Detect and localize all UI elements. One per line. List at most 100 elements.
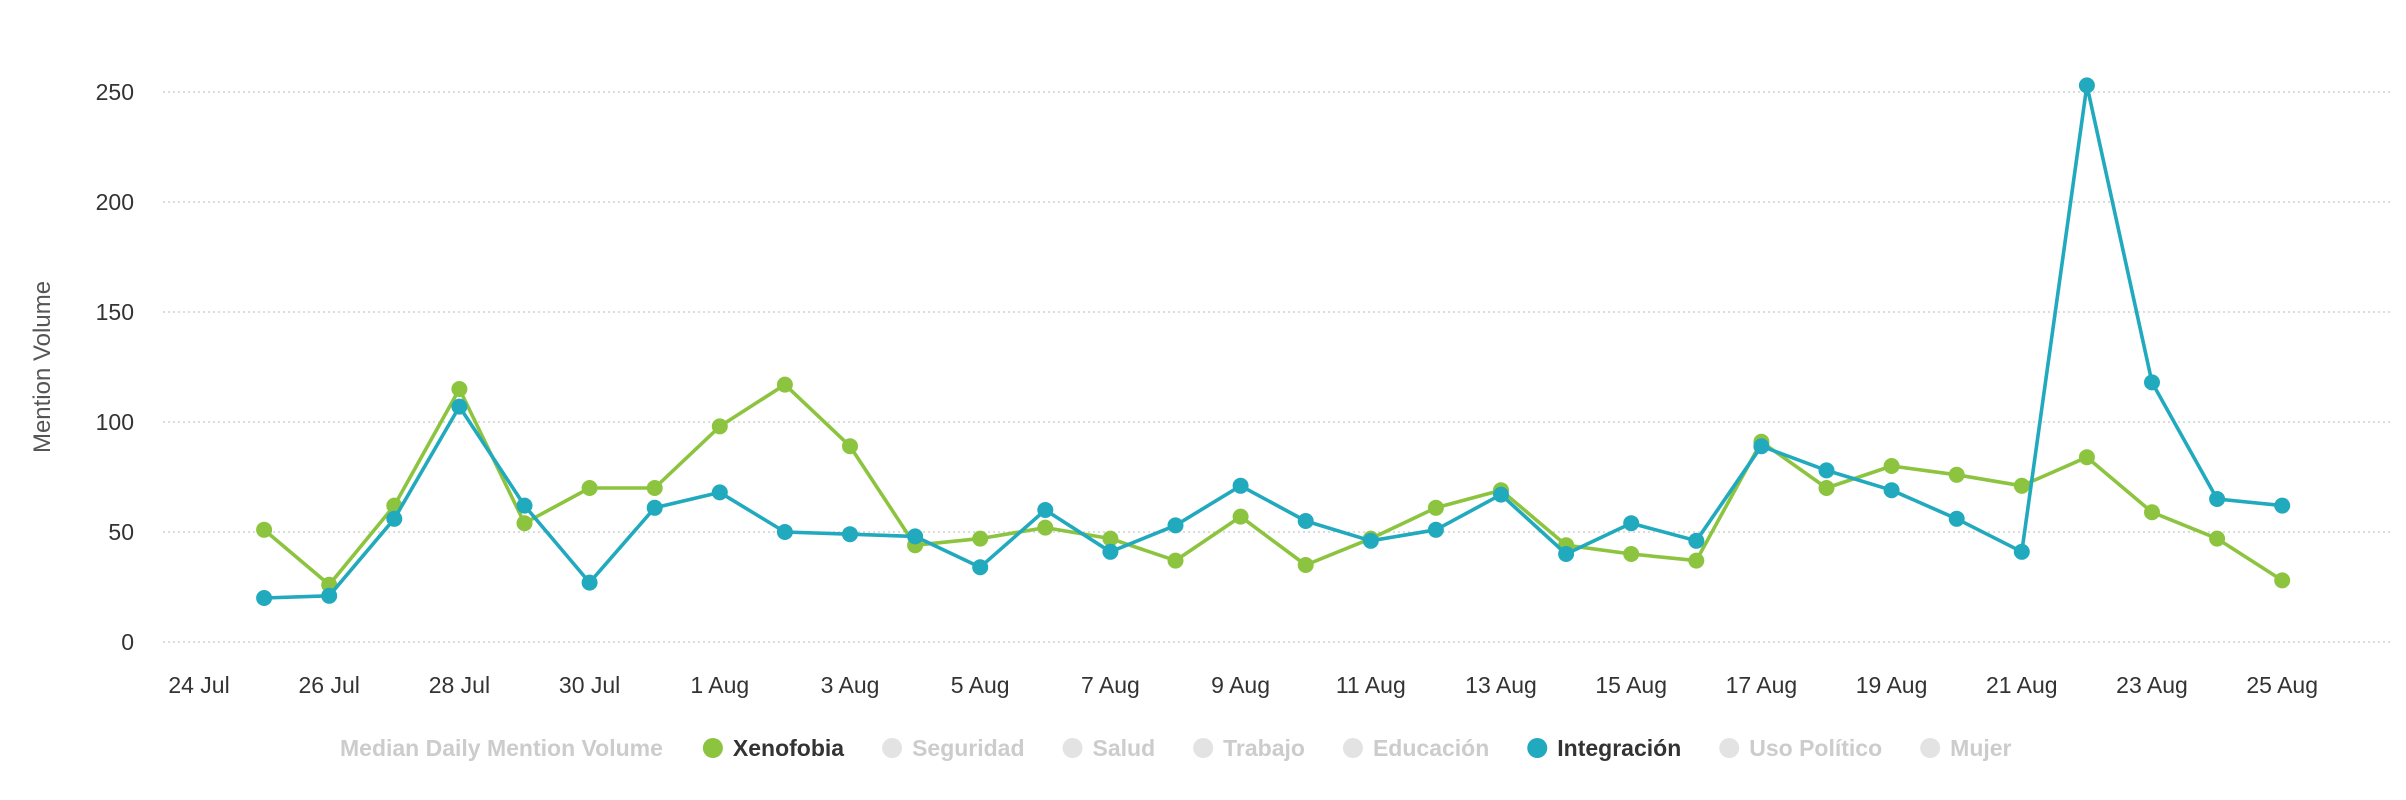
data-point[interactable] <box>1623 515 1640 532</box>
data-point[interactable] <box>1037 502 1054 518</box>
data-point[interactable] <box>1167 552 1184 569</box>
data-point[interactable] <box>1297 513 1314 529</box>
data-point[interactable] <box>1688 532 1705 549</box>
data-point[interactable] <box>1362 532 1379 549</box>
data-point[interactable] <box>1493 486 1509 503</box>
data-point[interactable] <box>1818 462 1835 479</box>
data-point[interactable] <box>1167 517 1184 534</box>
data-point[interactable] <box>907 528 924 545</box>
data-point[interactable] <box>2078 449 2095 466</box>
data-point[interactable] <box>451 381 468 397</box>
series-line <box>262 83 2284 600</box>
x-tick-label: 13 Aug <box>1465 672 1537 698</box>
data-point[interactable] <box>1102 530 1119 547</box>
legend-item-uso-político[interactable]: Uso Político <box>1719 735 1882 761</box>
legend-marker <box>1342 738 1363 758</box>
data-point[interactable] <box>2013 543 2030 560</box>
x-tick-label: 5 Aug <box>951 672 1010 698</box>
legend-label: Integración <box>1557 735 1681 761</box>
data-point[interactable] <box>2078 77 2095 94</box>
x-tick-label: 9 Aug <box>1211 672 1270 698</box>
legend-marker <box>1920 738 1941 758</box>
x-tick-label: 30 Jul <box>559 672 620 698</box>
data-point[interactable] <box>386 510 403 527</box>
series-integración <box>256 77 2291 606</box>
data-point[interactable] <box>972 559 989 576</box>
data-point[interactable] <box>1753 438 1770 455</box>
legend-marker <box>1062 738 1083 758</box>
data-point[interactable] <box>581 574 598 591</box>
y-tick-label: 100 <box>96 409 134 435</box>
data-point[interactable] <box>1948 510 1965 527</box>
series-line <box>262 382 2284 587</box>
data-point[interactable] <box>1883 458 1900 474</box>
legend-item-mujer[interactable]: Mujer <box>1920 735 2012 761</box>
data-point[interactable] <box>581 480 598 496</box>
x-tick-label: 19 Aug <box>1856 672 1928 698</box>
data-point[interactable] <box>1688 552 1705 569</box>
x-tick-label: 15 Aug <box>1595 672 1667 698</box>
data-point[interactable] <box>2144 504 2160 521</box>
data-point[interactable] <box>1427 521 1444 538</box>
data-point[interactable] <box>1883 482 1900 499</box>
data-point[interactable] <box>1102 543 1119 560</box>
data-point[interactable] <box>2209 530 2226 547</box>
x-tick-label: 21 Aug <box>1986 672 2058 698</box>
data-point[interactable] <box>321 587 338 604</box>
legend-marker <box>702 738 723 758</box>
data-point[interactable] <box>2209 491 2226 507</box>
legend-item-xenofobia[interactable]: Xenofobia <box>702 735 844 761</box>
y-tick-label: 0 <box>121 629 134 655</box>
data-point[interactable] <box>2274 497 2291 514</box>
x-tick-label: 26 Jul <box>299 672 360 698</box>
data-point[interactable] <box>256 521 273 538</box>
legend-item-integración[interactable]: Integración <box>1527 735 1681 761</box>
data-point[interactable] <box>516 515 533 532</box>
series-xenofobia <box>256 376 2291 593</box>
data-point[interactable] <box>1037 519 1054 536</box>
legend-label: Educación <box>1373 735 1489 761</box>
data-point[interactable] <box>711 484 728 501</box>
data-point[interactable] <box>972 530 989 547</box>
data-point[interactable] <box>842 438 858 455</box>
data-point[interactable] <box>1948 466 1965 483</box>
legend-label: Seguridad <box>912 735 1024 761</box>
data-point[interactable] <box>2013 477 2030 494</box>
data-point[interactable] <box>711 418 728 435</box>
y-axis-title: Mention Volume <box>29 281 56 453</box>
data-point[interactable] <box>1558 546 1575 562</box>
legend-item-educación[interactable]: Educación <box>1342 735 1489 761</box>
data-point[interactable] <box>1818 480 1835 496</box>
x-tick-label: 11 Aug <box>1336 672 1406 698</box>
x-tick-label: 23 Aug <box>2116 672 2188 698</box>
y-tick-label: 200 <box>96 189 134 215</box>
data-point[interactable] <box>516 497 533 514</box>
data-point[interactable] <box>1427 499 1444 516</box>
data-point[interactable] <box>1232 477 1249 494</box>
data-point[interactable] <box>776 376 793 393</box>
grid-layer <box>163 91 2390 643</box>
data-point[interactable] <box>1297 557 1314 573</box>
y-tick-label: 50 <box>108 519 134 545</box>
data-point[interactable] <box>646 499 663 516</box>
data-point[interactable] <box>2274 572 2291 589</box>
y-tick-label: 250 <box>96 79 134 105</box>
data-point[interactable] <box>776 524 793 540</box>
data-point[interactable] <box>256 590 273 606</box>
x-tick-label: 7 Aug <box>1081 672 1140 698</box>
x-tick-label: 24 Jul <box>168 672 229 698</box>
data-point[interactable] <box>2144 374 2160 391</box>
data-point[interactable] <box>1623 546 1640 562</box>
legend-item-trabajo[interactable]: Trabajo <box>1193 735 1305 761</box>
legend-marker <box>1719 738 1740 758</box>
data-point[interactable] <box>451 398 468 415</box>
legend-item-salud[interactable]: Salud <box>1062 735 1156 761</box>
legend-item-seguridad[interactable]: Seguridad <box>882 735 1025 761</box>
legend: Median Daily Mention Volume Xenofobia Seg… <box>340 735 2012 761</box>
data-point[interactable] <box>646 480 663 496</box>
data-point[interactable] <box>842 526 858 543</box>
data-point[interactable] <box>1232 508 1249 525</box>
legend-marker <box>882 738 903 758</box>
